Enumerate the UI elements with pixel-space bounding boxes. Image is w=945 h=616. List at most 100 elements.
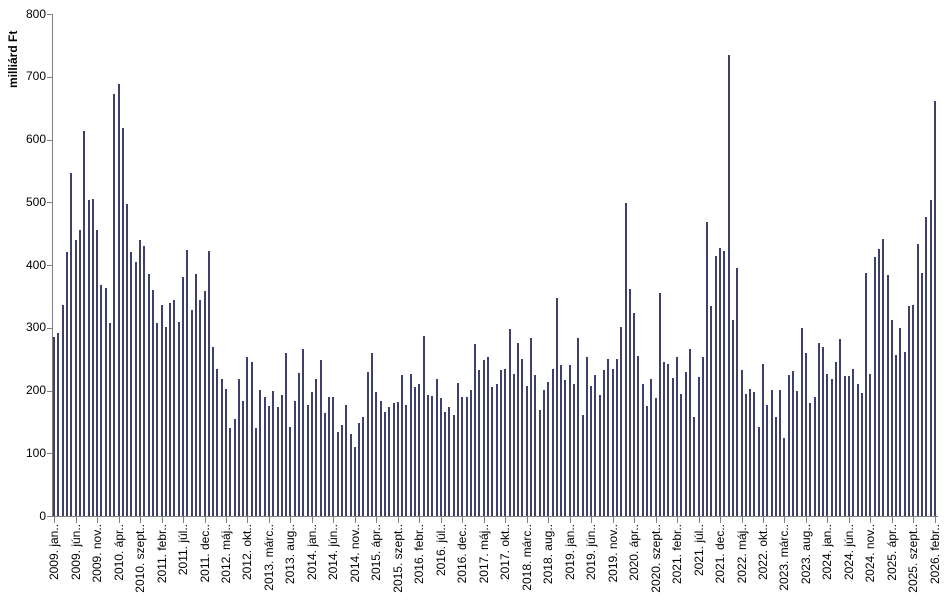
chart-bar	[723, 251, 726, 516]
chart-bar	[770, 389, 773, 516]
x-tick-label: 2009. jan..	[47, 524, 62, 581]
chart-bar	[710, 306, 713, 516]
y-tick-mark	[47, 516, 52, 517]
y-tick-label: 700	[25, 69, 46, 84]
x-tick-mark	[870, 517, 872, 523]
chart-bar	[555, 297, 558, 516]
chart-bar	[852, 369, 855, 516]
x-tick-mark	[354, 517, 356, 523]
chart-bar	[714, 255, 717, 516]
chart-bar	[925, 216, 928, 516]
chart-bar	[259, 389, 262, 516]
chart-bar	[392, 403, 395, 516]
x-tick-label: 2021. febr..	[670, 524, 685, 585]
chart-bar	[538, 409, 541, 516]
chart-bar	[263, 396, 266, 516]
chart-bar	[336, 431, 339, 516]
chart-bar	[375, 392, 378, 516]
chart-bar	[452, 414, 455, 516]
chart-bar	[173, 299, 176, 516]
chart-bar	[250, 361, 253, 516]
chart-bar	[272, 390, 275, 516]
chart-bar	[615, 358, 618, 516]
y-tick-label: 100	[25, 445, 46, 460]
chart-bar	[804, 352, 807, 516]
chart-bar	[547, 381, 550, 516]
chart-bar	[396, 402, 399, 516]
chart-bar	[560, 364, 563, 516]
x-tick-mark	[397, 517, 399, 523]
x-tick-mark	[891, 517, 893, 523]
chart-bar	[568, 364, 571, 516]
chart-bar	[126, 203, 129, 516]
x-tick-mark	[526, 517, 528, 523]
chart-bar	[255, 427, 258, 516]
chart-bar	[246, 357, 249, 516]
chart-bar	[469, 389, 472, 516]
x-tick-mark	[934, 517, 936, 523]
chart-bar	[242, 400, 245, 516]
chart-bar	[650, 378, 653, 516]
x-tick-label: 2018. márc..	[519, 524, 534, 591]
chart-bar	[787, 374, 790, 516]
plot-area	[52, 14, 938, 517]
chart-bar	[456, 382, 459, 516]
chart-bar	[109, 323, 111, 516]
chart-bar	[762, 363, 764, 516]
x-tick-mark	[505, 517, 507, 523]
x-tick-label: 2011. dec..	[197, 524, 212, 583]
chart-bar	[878, 249, 880, 516]
chart-bar	[134, 261, 137, 516]
x-tick-label: 2020. szept..	[648, 524, 663, 593]
x-tick-label: 2024. nov..	[863, 524, 878, 583]
x-tick-label: 2019. nov..	[605, 524, 620, 583]
chart-bar	[740, 369, 743, 516]
chart-bar	[388, 406, 391, 516]
x-tick-label: 2022. okt..	[756, 524, 770, 581]
chart-bar	[693, 417, 696, 516]
chart-bar	[929, 199, 932, 516]
chart-bar	[478, 370, 481, 516]
x-tick-label: 2011. febr..	[154, 524, 169, 584]
chart-bar	[229, 427, 232, 516]
y-tick-mark	[47, 139, 52, 141]
chart-bar	[731, 320, 734, 516]
chart-bar	[345, 404, 348, 516]
x-tick-label: 2020. ápr..	[627, 524, 642, 581]
x-tick-mark	[698, 517, 700, 523]
chart-bar	[96, 230, 99, 516]
x-tick-mark	[333, 517, 335, 523]
x-tick-mark	[827, 517, 829, 523]
chart-bar	[826, 373, 829, 516]
x-tick-mark	[290, 517, 292, 523]
chart-bar	[564, 379, 567, 516]
chart-bar	[637, 355, 640, 516]
chart-bar	[190, 309, 193, 516]
chart-bar	[839, 339, 842, 516]
chart-bar	[611, 369, 614, 516]
chart-bar	[199, 299, 202, 516]
chart-bar	[499, 369, 502, 516]
chart-bar	[366, 371, 369, 516]
chart-bar	[224, 388, 227, 516]
chart-bar	[426, 394, 429, 516]
x-tick-label: 2011. júl..	[176, 524, 191, 576]
chart-bar	[843, 376, 846, 516]
chart-bar	[383, 411, 386, 516]
x-tick-mark	[54, 517, 56, 523]
chart-bar	[628, 289, 631, 516]
x-tick-mark	[569, 517, 571, 523]
chart-bar	[495, 383, 498, 516]
chart-bar	[796, 390, 799, 516]
chart-bar	[633, 313, 636, 516]
chart-bar	[439, 398, 442, 516]
chart-bar	[353, 446, 356, 516]
chart-bar	[474, 344, 477, 516]
x-tick-mark	[118, 517, 120, 523]
chart-bar	[212, 346, 215, 516]
chart-bar	[487, 356, 490, 516]
chart-bar	[182, 276, 185, 516]
chart-bar	[409, 373, 412, 516]
chart-bar	[676, 356, 679, 516]
chart-bar	[684, 371, 687, 516]
